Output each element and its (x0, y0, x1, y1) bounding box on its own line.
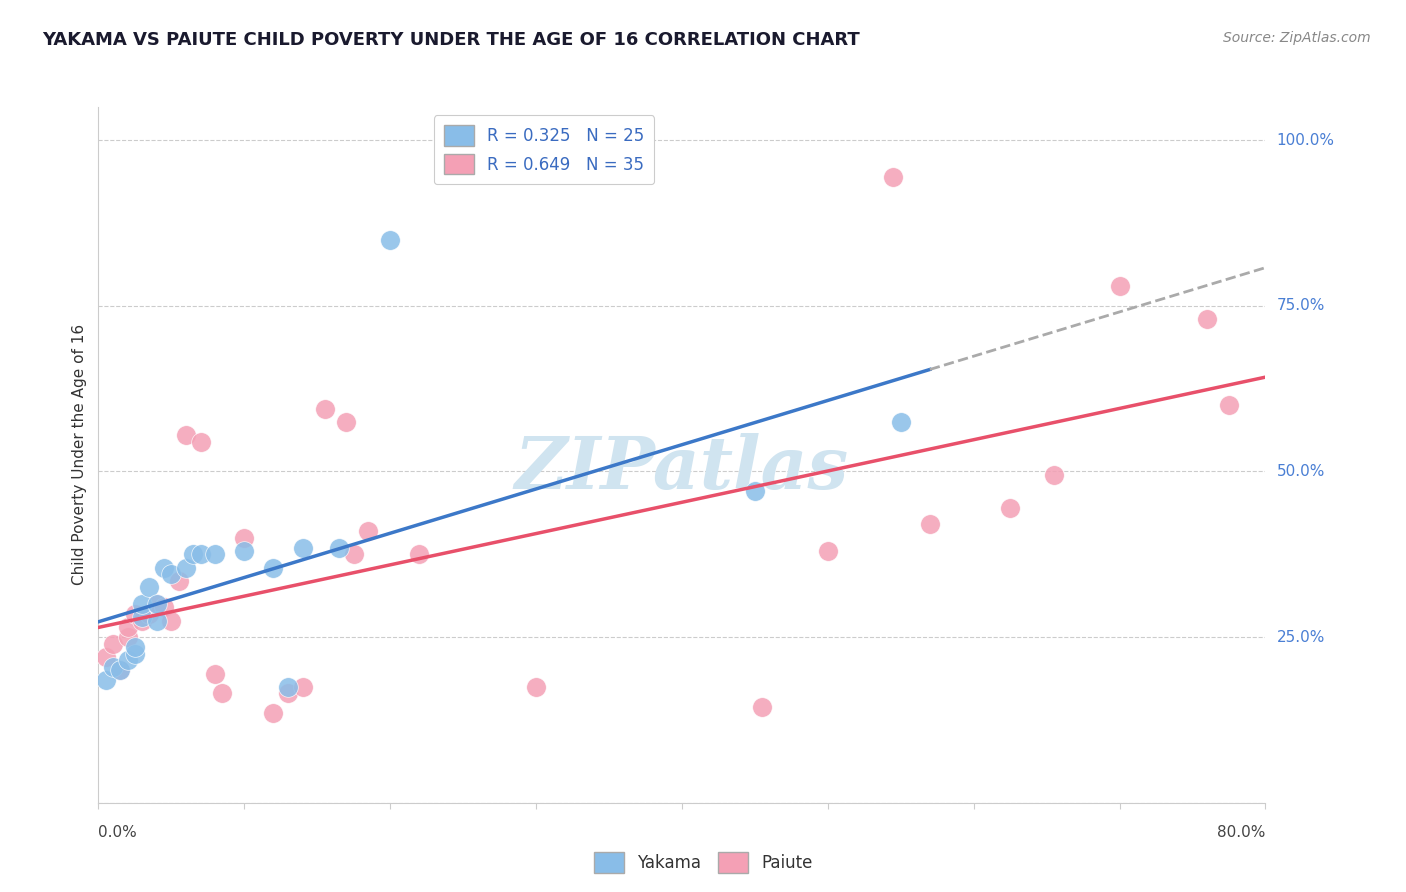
Point (117, 653, 139, 667)
Point (124, 640, 146, 654)
Text: 100.0%: 100.0% (1277, 133, 1334, 148)
Point (174, 560, 197, 574)
Point (124, 607, 146, 621)
Point (138, 607, 160, 621)
Point (181, 547, 204, 561)
Point (291, 680, 314, 694)
Point (138, 581, 160, 595)
Point (153, 600, 176, 615)
Point (335, 415, 357, 429)
Point (277, 686, 299, 700)
Point (190, 547, 212, 561)
Point (1043, 467, 1066, 482)
Point (343, 547, 366, 561)
Point (124, 647, 146, 661)
Point (291, 541, 314, 555)
Text: 80.0%: 80.0% (1218, 825, 1265, 840)
Point (146, 597, 169, 611)
Point (94, 650, 117, 665)
Point (160, 614, 183, 628)
Point (204, 547, 226, 561)
Point (918, 517, 941, 532)
Point (204, 666, 226, 681)
Text: 75.0%: 75.0% (1277, 298, 1324, 313)
Point (744, 484, 766, 499)
Point (153, 560, 176, 574)
Point (94, 673, 117, 688)
Point (357, 524, 380, 538)
Point (131, 610, 153, 624)
Point (751, 699, 773, 714)
Point (277, 680, 299, 694)
Point (882, 169, 904, 184)
Text: 0.0%: 0.0% (98, 825, 138, 840)
Point (262, 560, 284, 574)
Point (167, 574, 190, 588)
Point (233, 544, 256, 558)
Point (1195, 312, 1218, 326)
Point (233, 531, 256, 545)
Point (262, 706, 284, 721)
Point (378, 233, 402, 247)
Point (110, 663, 132, 677)
Point (131, 597, 153, 611)
Legend: R = 0.325   N = 25, R = 0.649   N = 35: R = 0.325 N = 25, R = 0.649 N = 35 (433, 115, 654, 185)
Point (524, 680, 547, 694)
Text: YAKAMA VS PAIUTE CHILD POVERTY UNDER THE AGE OF 16 CORRELATION CHART: YAKAMA VS PAIUTE CHILD POVERTY UNDER THE… (42, 31, 860, 49)
Point (101, 637, 124, 651)
Text: 25.0%: 25.0% (1277, 630, 1324, 645)
Legend: Yakama, Paiute: Yakama, Paiute (586, 846, 820, 880)
Point (146, 614, 169, 628)
Point (174, 428, 197, 442)
Point (160, 567, 183, 582)
Text: 50.0%: 50.0% (1277, 464, 1324, 479)
Point (190, 434, 212, 449)
Point (110, 663, 132, 677)
Point (117, 630, 139, 644)
Point (146, 597, 169, 611)
Point (998, 500, 1021, 515)
Text: Source: ZipAtlas.com: Source: ZipAtlas.com (1223, 31, 1371, 45)
Point (314, 401, 336, 416)
Point (131, 614, 153, 628)
Text: ZIPatlas: ZIPatlas (515, 434, 849, 504)
Point (1108, 279, 1130, 293)
Point (211, 686, 233, 700)
Point (817, 544, 839, 558)
Point (890, 415, 912, 429)
Point (101, 660, 124, 674)
Point (328, 541, 350, 555)
Point (408, 547, 430, 561)
Point (1218, 398, 1240, 412)
Y-axis label: Child Poverty Under the Age of 16: Child Poverty Under the Age of 16 (72, 325, 87, 585)
Point (117, 620, 139, 634)
